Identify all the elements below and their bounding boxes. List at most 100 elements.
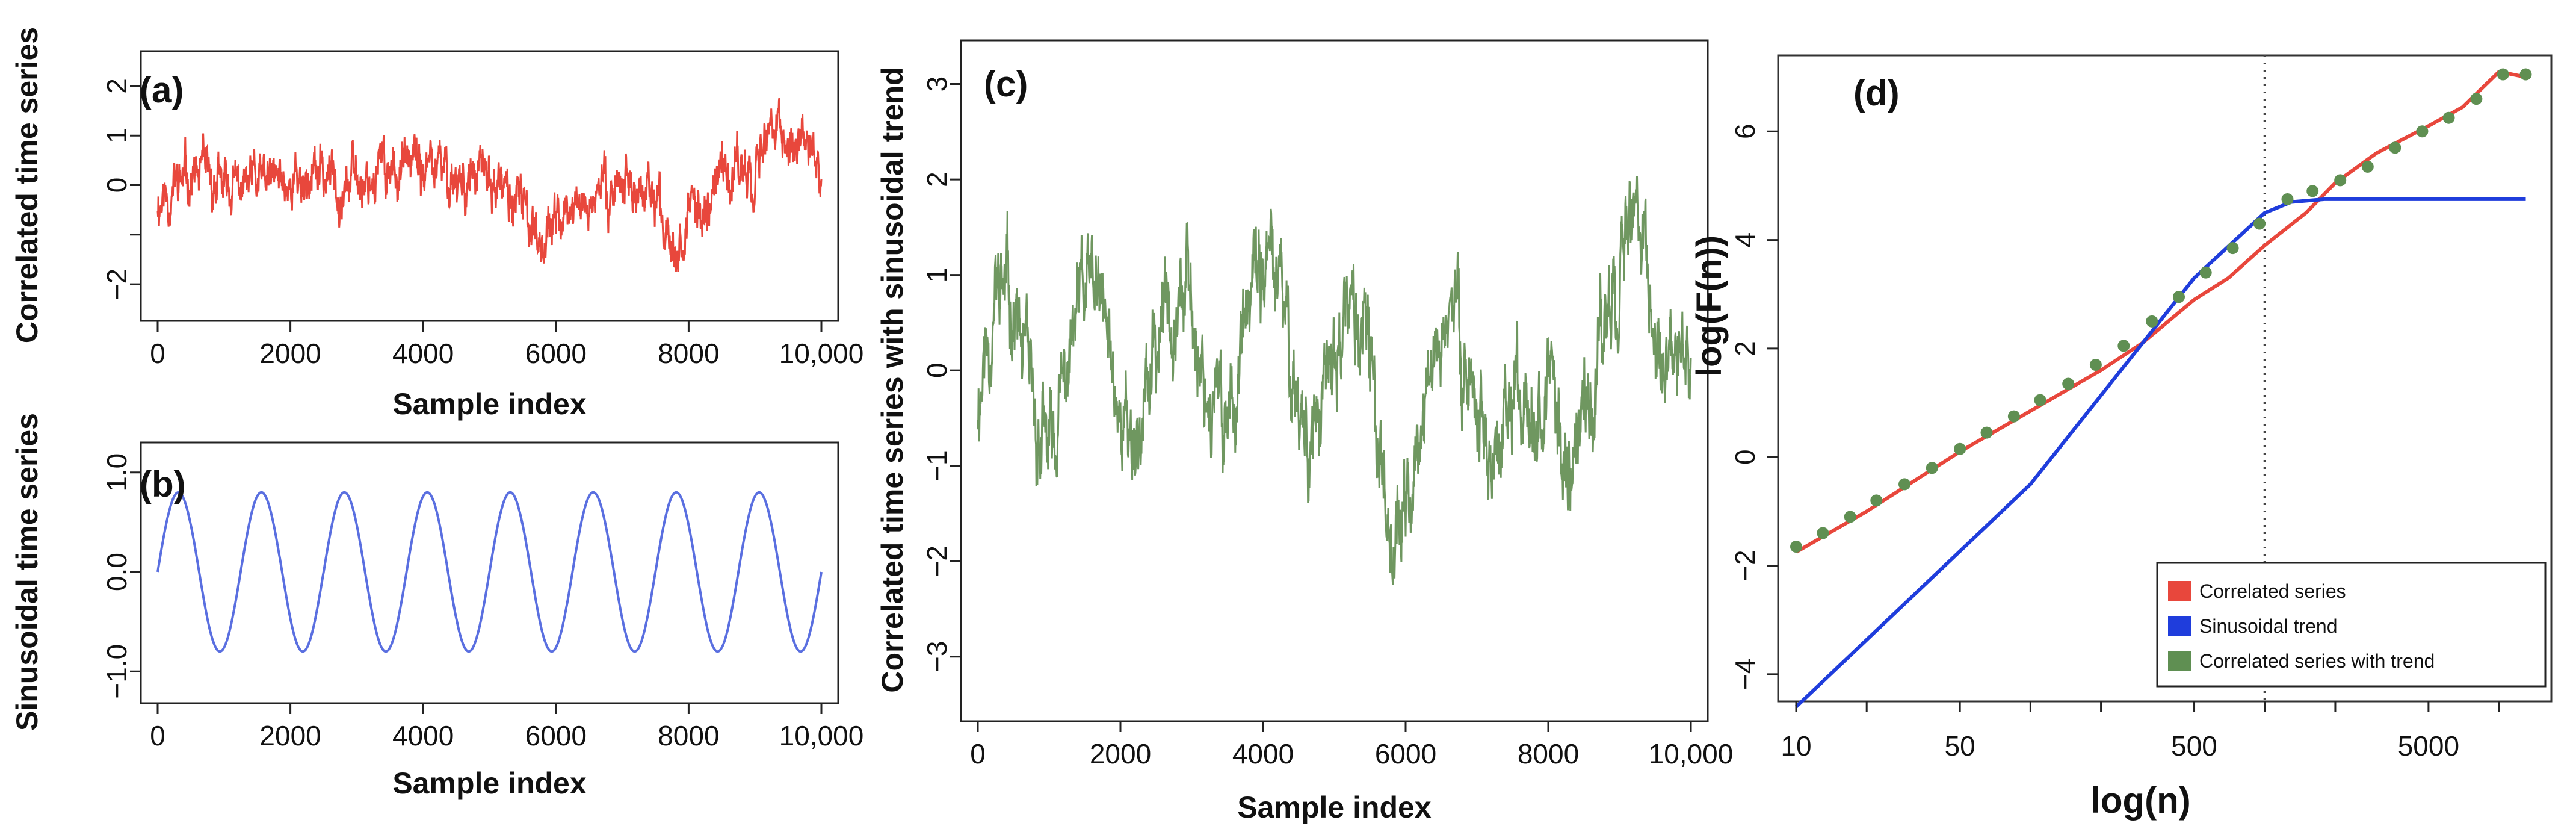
series-line-sinusoidal-trend — [1794, 197, 2526, 709]
y-axis: −1.0 0.0 1.0 Sinusoidal time series — [10, 413, 142, 731]
y-tick-label: 1 — [101, 128, 132, 143]
x-tick-label: 6000 — [525, 720, 587, 751]
y-axis-title: log(F(n)) — [1690, 235, 1729, 377]
legend-swatch — [2168, 651, 2191, 671]
data-point — [1926, 462, 1938, 474]
y-tick-label: −4 — [1729, 659, 1761, 690]
x-axis-title: Sample index — [392, 387, 587, 421]
x-tick-label: 10,000 — [1649, 738, 1734, 769]
x-tick-label: 0 — [150, 720, 165, 751]
data-point — [2062, 377, 2075, 390]
legend-label: Correlated series — [2199, 580, 2346, 602]
x-axis: 0 2000 4000 6000 8000 10,000 Sample index — [970, 720, 1734, 824]
data-point — [1898, 478, 1911, 491]
data-point — [2497, 68, 2509, 81]
data-point — [2519, 68, 2532, 81]
panel-b-sinusoidal-series: 0 2000 4000 6000 8000 10,000 Sample index −1.0 0… — [10, 413, 863, 800]
x-tick-label: 4000 — [1232, 738, 1294, 769]
panel-label: (a) — [140, 70, 184, 110]
data-point — [2281, 193, 2294, 205]
data-point — [2306, 185, 2319, 197]
data-point — [2034, 394, 2046, 406]
data-point — [2007, 410, 2020, 423]
data-point — [2361, 160, 2374, 173]
data-point — [2173, 291, 2185, 303]
y-axis-title: Sinusoidal time series — [10, 413, 44, 731]
x-tick-label: 4000 — [392, 338, 454, 369]
data-point — [1790, 541, 1802, 553]
x-tick-label: 8000 — [658, 720, 719, 751]
panel-d-log-fluctuation: 10 50 500 5000 log(n) −4 −2 0 2 4 6 log(F(n)) (d) Cor… — [1690, 54, 2553, 821]
y-tick-label: −1 — [921, 450, 953, 481]
y-axis-title: Correlated time series — [10, 27, 44, 343]
panel-label: (c) — [984, 64, 1028, 104]
legend-swatch — [2168, 616, 2191, 636]
x-axis: 0 2000 4000 6000 8000 10,000 Sample index — [150, 320, 864, 421]
data-point — [2146, 315, 2158, 328]
data-point — [2389, 141, 2401, 154]
panel-label: (d) — [1853, 73, 1900, 113]
data-point — [2470, 93, 2483, 105]
y-axis: −2 0 1 2 Correlated time series — [10, 27, 142, 343]
data-point — [1817, 527, 1829, 539]
x-tick-label: 5000 — [2398, 730, 2459, 762]
data-point — [2226, 242, 2239, 255]
x-axis: 10 50 500 5000 log(n) — [1781, 701, 2500, 821]
data-point — [1954, 442, 1966, 455]
series-line-correlated-with-trend — [977, 176, 1692, 585]
x-axis-title: log(n) — [2090, 780, 2191, 821]
series-line-sinusoid — [156, 491, 823, 653]
data-point — [2253, 217, 2266, 230]
data-point — [1870, 494, 1883, 507]
legend-label: Sinusoidal trend — [2199, 615, 2337, 637]
x-tick-label: 2000 — [259, 720, 321, 751]
data-point — [2199, 266, 2212, 279]
data-point — [2334, 174, 2347, 187]
data-point — [2442, 111, 2455, 124]
y-axis: −3 −2 −1 0 1 2 3 Correlated time series with si… — [876, 67, 962, 693]
data-point — [1980, 426, 1993, 439]
x-tick-label: 10 — [1781, 730, 1811, 762]
x-tick-label: 4000 — [392, 720, 454, 751]
x-axis-title: Sample index — [392, 766, 587, 800]
legend-box — [2156, 562, 2547, 688]
data-point — [2416, 125, 2429, 138]
x-tick-label: 10,000 — [779, 720, 864, 751]
data-point — [1844, 511, 1856, 523]
series-line-correlated — [156, 98, 823, 272]
x-tick-label: 2000 — [1090, 738, 1151, 769]
panel-label: (b) — [140, 464, 186, 504]
panel-a-correlated-series: 0 2000 4000 6000 8000 10,000 Sample index −2 0 1 2… — [10, 27, 863, 421]
x-tick-label: 6000 — [525, 338, 587, 369]
y-axis-title: Correlated time series with sinusoidal t… — [876, 67, 909, 692]
y-tick-label: 2 — [921, 172, 953, 187]
legend-swatch — [2168, 581, 2191, 601]
data-point — [2089, 358, 2102, 371]
series-points-correlated-with-trend — [1790, 68, 2532, 553]
x-axis-title: Sample index — [1237, 790, 1432, 824]
y-tick-label: 4 — [1729, 232, 1761, 248]
x-axis: 0 2000 4000 6000 8000 10,000 Sample index — [150, 702, 864, 800]
y-tick-label: 0 — [921, 362, 953, 378]
y-tick-label: 2 — [1729, 341, 1761, 356]
legend: Correlated series Sinusoidal trend Correla… — [2156, 562, 2547, 688]
y-tick-label: 2 — [101, 78, 132, 94]
x-tick-label: 50 — [1945, 730, 1975, 762]
y-tick-label: 3 — [921, 76, 953, 92]
y-tick-label: −2 — [1729, 550, 1761, 581]
x-tick-label: 8000 — [658, 338, 719, 369]
y-tick-label: 6 — [1729, 123, 1761, 139]
x-tick-label: 8000 — [1518, 738, 1579, 769]
x-tick-label: 0 — [150, 338, 165, 369]
y-tick-label: 0.0 — [101, 553, 132, 591]
data-point — [2117, 340, 2130, 352]
y-tick-label: 1.0 — [101, 453, 132, 492]
x-tick-label: 6000 — [1375, 738, 1436, 769]
x-tick-label: 10,000 — [779, 338, 864, 369]
y-tick-label: −1.0 — [101, 644, 132, 699]
plot-frame — [1777, 54, 2553, 703]
y-tick-label: 0 — [1729, 449, 1761, 465]
y-tick-label: 1 — [921, 267, 953, 283]
